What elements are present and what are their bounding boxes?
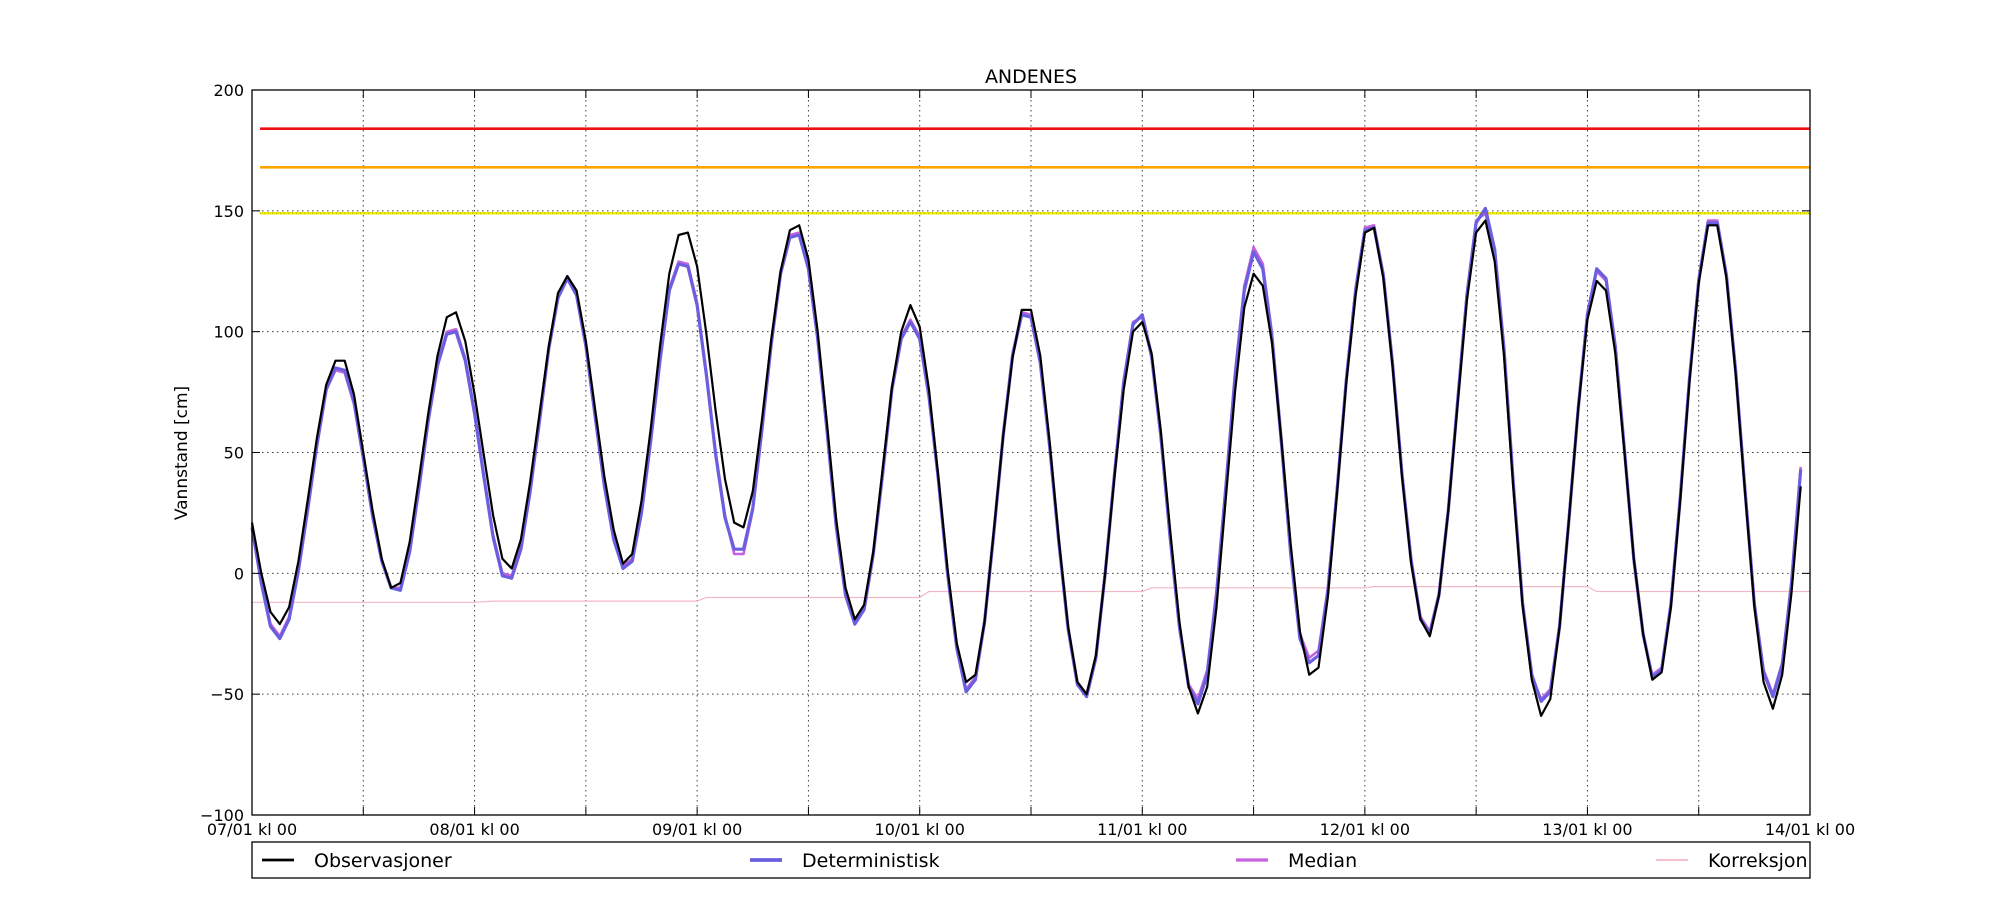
- y-tick-label: 200: [213, 81, 244, 100]
- grid-layer: [252, 90, 1810, 815]
- x-tick-label: 08/01 kl 00: [429, 820, 519, 839]
- x-tick-label: 14/01 kl 00: [1765, 820, 1855, 839]
- x-tick-label: 11/01 kl 00: [1097, 820, 1187, 839]
- y-tick-label: −50: [210, 685, 244, 704]
- series-line-observasjoner: [250, 219, 1802, 717]
- series-line-korreksjon: [252, 586, 1810, 603]
- x-tick-label: 12/01 kl 00: [1320, 820, 1410, 839]
- legend-label: Median: [1288, 850, 1357, 872]
- legend-label: Observasjoner: [314, 850, 452, 872]
- series-line-median: [250, 212, 1802, 701]
- y-tick-label: 0: [234, 564, 244, 583]
- x-tick-label: 09/01 kl 00: [652, 820, 742, 839]
- axis-ticks: 07/01 kl 00 08/01 kl 00 09/01 kl 00 10/01 k…: [200, 81, 1855, 839]
- y-tick-label: −100: [200, 806, 244, 825]
- chart-title: ANDENES: [985, 66, 1077, 88]
- threshold-lines: [260, 127, 1810, 215]
- legend: Observasjoner Deterministisk Median Korreks…: [251, 841, 1811, 879]
- y-tick-label: 50: [224, 444, 244, 463]
- y-axis-label: Vannstand [cm]: [172, 386, 192, 520]
- x-tick-label: 13/01 kl 00: [1542, 820, 1632, 839]
- legend-box: [251, 841, 1811, 879]
- y-tick-label: 150: [213, 202, 244, 221]
- x-tick-label: 10/01 kl 00: [875, 820, 965, 839]
- series-line-deterministisk: [250, 206, 1803, 706]
- legend-label: Deterministisk: [802, 850, 940, 872]
- series-lines: [250, 206, 1810, 717]
- y-tick-label: 100: [213, 323, 244, 342]
- x-tick-label: 07/01 kl 00: [207, 820, 297, 839]
- legend-label: Korreksjon: [1708, 850, 1808, 872]
